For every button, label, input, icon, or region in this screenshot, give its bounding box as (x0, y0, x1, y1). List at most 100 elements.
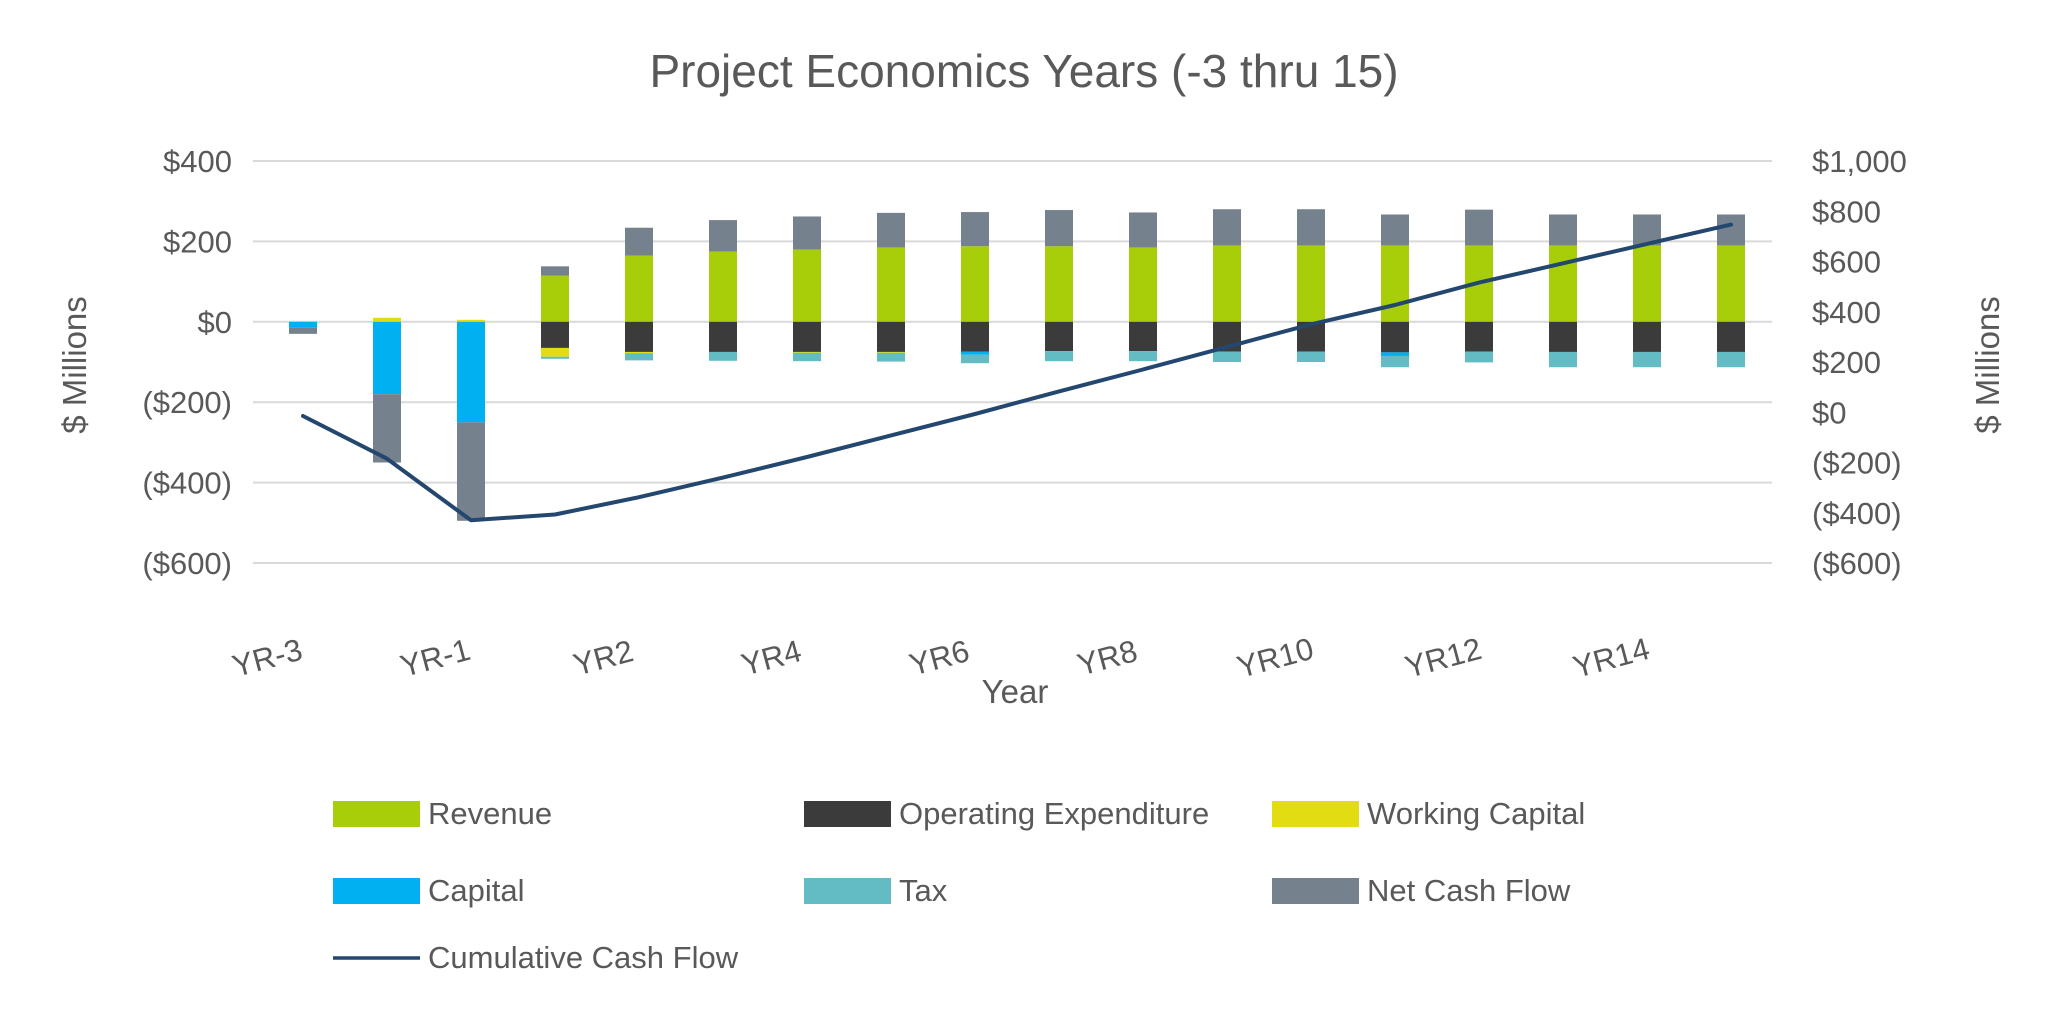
bar-segment-tax (1297, 351, 1325, 362)
left-axis-tick-label: $200 (163, 224, 232, 259)
bar-segment-operating-expenditure (1717, 321, 1745, 352)
x-axis-tick-label: YR4 (738, 633, 805, 682)
bar-segment-operating-expenditure (1633, 321, 1661, 352)
bar-segment-operating-expenditure (541, 321, 569, 348)
legend-swatch (333, 801, 420, 827)
bar-segment-net-cash-flow (1045, 210, 1073, 247)
bar-segment-capital (1381, 352, 1409, 356)
bar-segment-tax (793, 352, 821, 362)
bar-segment-net-cash-flow (289, 327, 317, 334)
left-axis-tick-label: $400 (163, 144, 232, 179)
bar-segment-revenue (961, 246, 989, 322)
right-axis-tick-label: $0 (1812, 395, 1846, 430)
right-axis-tick-label: $400 (1812, 295, 1881, 330)
bar-segment-working-capital (877, 351, 905, 353)
legend-item-cumulative-cash-flow: Cumulative Cash Flow (333, 940, 739, 975)
legend-item-net-cash-flow: Net Cash Flow (1272, 873, 1571, 908)
bar-segment-revenue (541, 275, 569, 322)
bar-segment-revenue (709, 251, 737, 322)
bar-segment-tax (1717, 351, 1745, 368)
legend-label: Revenue (428, 796, 552, 831)
legend-item-operating-expenditure: Operating Expenditure (804, 796, 1209, 831)
bar-segment-revenue (1633, 245, 1661, 322)
legend-swatch (804, 878, 891, 904)
bar-segment-revenue (1045, 246, 1073, 322)
legend-label: Working Capital (1367, 796, 1585, 831)
bar-segment-operating-expenditure (877, 321, 905, 352)
bar-segment-tax (541, 356, 569, 359)
x-axis-tick-label: YR2 (570, 633, 637, 682)
bar-segment-tax (1213, 351, 1241, 362)
bar-segment-operating-expenditure (1465, 321, 1493, 352)
x-axis-tick-label: YR-3 (229, 632, 306, 684)
right-axis-tick-label: ($400) (1812, 496, 1902, 531)
legend-swatch (804, 801, 891, 827)
left-axis-tick-label: ($400) (142, 466, 232, 501)
bar-segment-net-cash-flow (793, 216, 821, 250)
bar-segment-revenue (1381, 245, 1409, 322)
legend-label: Cumulative Cash Flow (428, 940, 739, 975)
x-axis-tick-label: YR10 (1233, 631, 1317, 685)
x-axis-tick-label: YR8 (1074, 633, 1141, 682)
bar-segment-net-cash-flow (457, 422, 485, 521)
bar-segment-working-capital (457, 319, 485, 322)
bar-segment-operating-expenditure (709, 321, 737, 352)
bar-segment-net-cash-flow (1549, 214, 1577, 246)
bar-segment-net-cash-flow (1297, 209, 1325, 246)
bar-segment-tax (1381, 355, 1409, 368)
bar-segment-revenue (1129, 247, 1157, 322)
right-axis-tick-label: $1,000 (1812, 144, 1907, 179)
bar-segment-operating-expenditure (793, 321, 821, 352)
left-axis-tick-label: ($600) (142, 546, 232, 581)
bar-segment-net-cash-flow (709, 220, 737, 252)
bar-segment-tax (1129, 351, 1157, 362)
bar-segment-net-cash-flow (541, 266, 569, 276)
legend-item-revenue: Revenue (333, 796, 552, 831)
bar-segment-working-capital (541, 347, 569, 357)
bar-segment-net-cash-flow (1129, 212, 1157, 248)
bar-segment-revenue (877, 247, 905, 322)
x-axis-tick-label: YR12 (1401, 631, 1485, 685)
bar-segment-tax (961, 354, 989, 364)
x-axis-tick-label: YR-1 (397, 632, 474, 684)
legend-label: Capital (428, 873, 525, 908)
x-axis-title: Year (981, 673, 1049, 710)
left-axis-tick-label: $0 (198, 305, 232, 340)
bar-segment-revenue (625, 255, 653, 322)
bar-segment-revenue (1717, 245, 1745, 322)
bar-segment-operating-expenditure (1129, 321, 1157, 352)
right-axis-tick-label: $200 (1812, 345, 1881, 380)
bar-segment-capital (961, 351, 989, 355)
bar-segment-net-cash-flow (961, 212, 989, 247)
right-axis-tick-label: ($600) (1812, 546, 1902, 581)
bar-segment-tax (877, 352, 905, 362)
bar-segment-working-capital (793, 351, 821, 353)
legend-item-capital: Capital (333, 873, 525, 908)
legend-swatch (333, 878, 420, 904)
bar-segment-revenue (793, 249, 821, 322)
right-axis-tick-label: $800 (1812, 194, 1881, 229)
left-axis-tick-label: ($200) (142, 385, 232, 420)
bar-segment-tax (1465, 351, 1493, 363)
legend-label: Operating Expenditure (899, 796, 1209, 831)
chart-title: Project Economics Years (-3 thru 15) (649, 45, 1399, 97)
x-axis-tick-label: YR14 (1569, 631, 1653, 685)
bar-segment-operating-expenditure (961, 321, 989, 352)
bar-segment-tax (625, 353, 653, 361)
bar-segment-operating-expenditure (1045, 321, 1073, 352)
bar-segment-tax (1549, 351, 1577, 368)
right-axis-tick-label: ($200) (1812, 446, 1902, 481)
bar-segment-revenue (1549, 245, 1577, 322)
bar-segment-net-cash-flow (877, 212, 905, 248)
bar-segment-net-cash-flow (625, 227, 653, 256)
bar-segment-net-cash-flow (1465, 209, 1493, 246)
x-axis-tick-label: YR6 (906, 633, 973, 682)
bar-segment-net-cash-flow (1213, 209, 1241, 246)
bar-segment-operating-expenditure (1381, 321, 1409, 353)
bar-segment-tax (1633, 351, 1661, 368)
bar-segment-tax (709, 351, 737, 361)
bar-segment-operating-expenditure (625, 321, 653, 352)
right-axis-tick-label: $600 (1812, 245, 1881, 280)
